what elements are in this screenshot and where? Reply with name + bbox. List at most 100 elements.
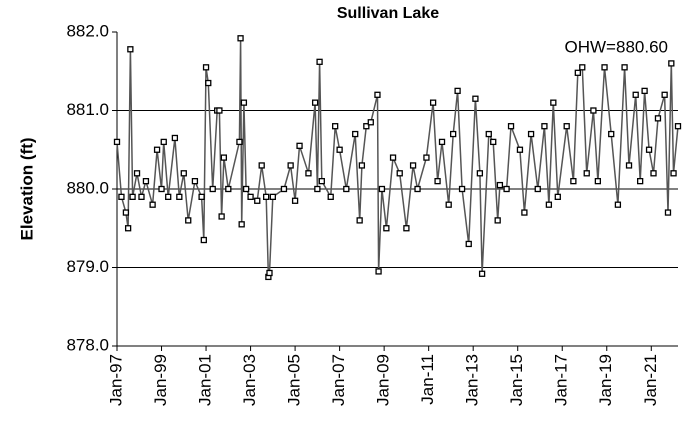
data-point [550, 99, 557, 106]
data-point [527, 130, 535, 138]
data-point [534, 185, 541, 193]
y-tick-label: 879.0 [66, 257, 109, 276]
data-point [242, 185, 250, 193]
data-point [218, 213, 225, 220]
data-point [541, 123, 548, 130]
data-point [287, 162, 294, 169]
data-point [661, 91, 668, 98]
x-tick-label: Jan-15 [507, 354, 526, 406]
data-point [409, 162, 417, 169]
y-tick-label: 878.0 [66, 335, 109, 354]
data-point [296, 142, 303, 149]
x-tick-label: Jan-09 [374, 354, 393, 406]
data-point [247, 193, 254, 201]
data-point [472, 95, 479, 102]
data-point [389, 154, 397, 161]
data-point [621, 64, 628, 71]
data-point [113, 138, 121, 146]
data-point [503, 185, 510, 193]
data-point [670, 170, 677, 177]
data-point [594, 177, 602, 185]
data-point [476, 170, 484, 177]
data-point [554, 193, 561, 201]
data-point [314, 185, 321, 193]
data-point [336, 146, 343, 153]
data-point [269, 193, 276, 201]
data-point [291, 197, 299, 204]
data-point [454, 87, 461, 95]
data-point [343, 185, 350, 193]
data-point [180, 170, 187, 177]
data-point [158, 185, 165, 193]
data-point [216, 107, 223, 114]
data-point [570, 177, 577, 185]
data-point [220, 154, 228, 161]
data-point [414, 185, 421, 193]
data-point [254, 197, 261, 204]
data-point [191, 177, 199, 185]
data-point [545, 201, 553, 208]
data-point [674, 123, 682, 130]
data-point [494, 217, 501, 224]
data-point [209, 185, 216, 193]
data-point [129, 193, 136, 201]
data-point [450, 130, 457, 138]
x-tick-label: Jan-21 [641, 354, 660, 406]
data-point [374, 91, 381, 98]
y-tick-label: 882.0 [66, 21, 109, 40]
y-tick-label: 881.0 [66, 100, 109, 119]
x-tick-label: Jan-01 [196, 354, 215, 406]
data-point [645, 146, 653, 153]
data-point [507, 123, 515, 130]
x-tick-label: Jan-07 [329, 354, 348, 406]
data-point [496, 181, 504, 189]
data-point [396, 170, 403, 177]
data-point [458, 185, 466, 193]
data-point [240, 99, 248, 106]
data-point [149, 201, 156, 208]
data-point [485, 130, 492, 138]
data-point [632, 91, 639, 98]
data-point [521, 209, 528, 216]
x-tick-label: Jan-13 [463, 354, 482, 406]
data-point [363, 123, 370, 130]
data-point [316, 58, 323, 65]
data-point [478, 270, 486, 277]
chart-title: Sullivan Lake [337, 5, 439, 22]
data-point [237, 35, 244, 42]
data-point [383, 225, 390, 232]
data-point [668, 60, 675, 67]
x-tick-label: Jan-19 [596, 354, 615, 406]
data-point [356, 217, 363, 224]
data-point [236, 138, 243, 146]
data-point [165, 193, 172, 201]
data-point [332, 123, 339, 130]
data-point [563, 123, 570, 130]
data-point [516, 146, 524, 153]
x-tick-label: Jan-17 [552, 354, 571, 406]
data-point [490, 138, 497, 146]
data-point [358, 162, 366, 169]
data-point [625, 162, 633, 169]
data-point [318, 177, 325, 185]
data-point [403, 225, 410, 232]
data-point [280, 185, 288, 193]
data-point [641, 87, 648, 95]
data-point [266, 269, 273, 277]
data-point [637, 177, 644, 185]
data-point [327, 193, 334, 201]
data-point [142, 177, 150, 185]
data-point [127, 46, 134, 53]
data-point [176, 193, 183, 201]
data-point [205, 79, 212, 87]
data-point [664, 209, 672, 216]
data-point [574, 69, 581, 76]
data-point [305, 170, 312, 177]
data-point [124, 225, 132, 232]
data-point [654, 115, 662, 122]
data-point [601, 64, 608, 71]
y-axis-label: Elevation (ft) [17, 138, 36, 241]
x-tick-label: Jan-11 [418, 354, 437, 405]
data-point [378, 185, 386, 193]
